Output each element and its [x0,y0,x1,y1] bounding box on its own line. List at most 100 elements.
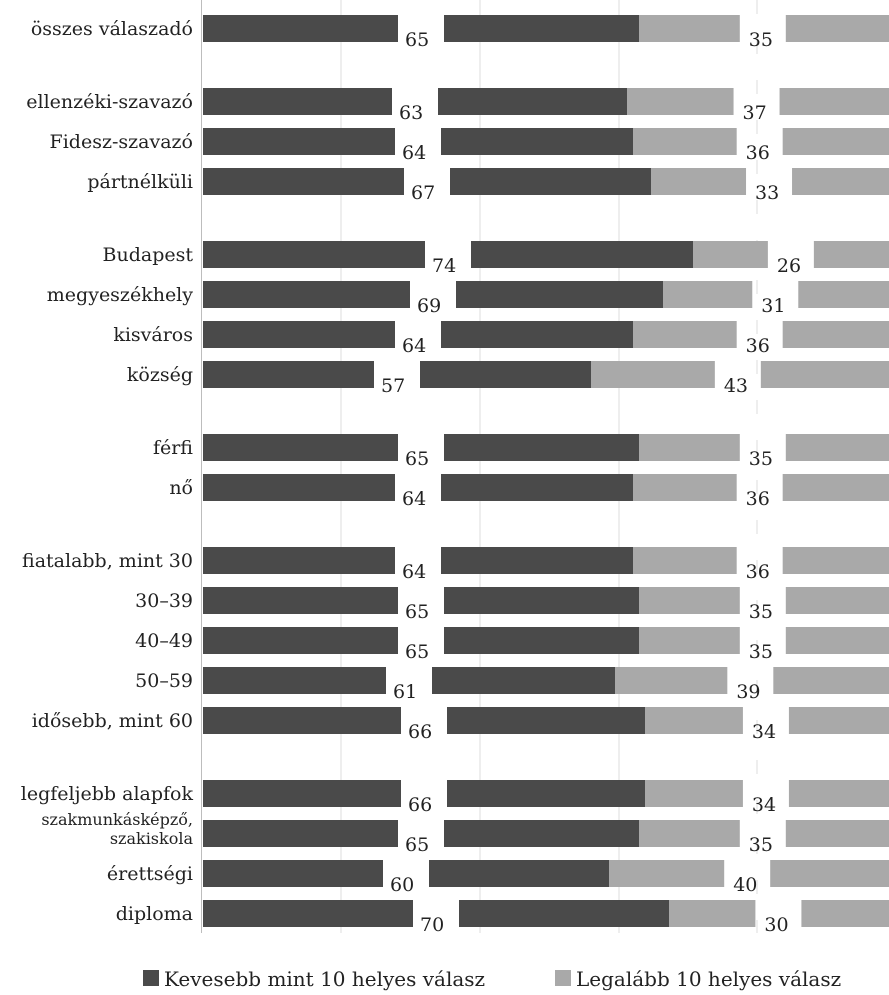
bar-fewer-than-10-panel1 [203,281,410,308]
bar-fewer-than-10-panel1 [203,321,395,348]
category-label: férfi [153,437,193,459]
category-label: kisváros [113,324,193,346]
bar-at-least-10-panel2 [663,281,753,308]
category-label: idősebb, mint 60 [32,710,193,732]
bar-fewer-than-10-panel1 [203,667,386,694]
bar-at-least-10-panel2 [639,15,740,42]
value-label-fewer-than-10: 65 [405,641,429,663]
bar-fewer-than-10-panel2 [441,321,633,348]
bar-at-least-10-panel2 [645,707,743,734]
legend-swatch-at-least-10 [555,970,571,986]
value-label-fewer-than-10: 74 [432,255,456,277]
bar-fewer-than-10-panel1 [203,361,374,388]
value-label-at-least-10: 40 [733,874,757,896]
bar-fewer-than-10-panel2 [444,627,639,654]
bar-fewer-than-10-panel1 [203,707,401,734]
bar-at-least-10-panel3 [788,707,889,734]
bar-fewer-than-10-panel2 [447,707,645,734]
bar-at-least-10-panel3 [782,128,889,155]
category-label: Fidesz-szavazó [50,131,193,153]
bar-at-least-10-panel3 [785,587,889,614]
bar-at-least-10-panel3 [782,547,889,574]
category-label-line: szakiskola [110,829,194,848]
category-label: pártnélküli [87,171,193,193]
value-label-fewer-than-10: 70 [420,914,444,936]
value-label-fewer-than-10: 66 [408,721,432,743]
value-label-fewer-than-10: 60 [390,874,414,896]
value-label-at-least-10: 31 [761,295,785,317]
bar-fewer-than-10-panel1 [203,88,392,115]
category-label: érettségi [107,863,193,885]
bar-at-least-10-panel2 [639,820,740,847]
category-label: 50–59 [135,670,193,692]
value-label-fewer-than-10: 65 [405,448,429,470]
bar-fewer-than-10-panel2 [459,900,669,927]
bar-at-least-10-panel3 [782,321,889,348]
bar-fewer-than-10-panel2 [432,667,615,694]
bar-fewer-than-10-panel2 [429,860,609,887]
bar-at-least-10-panel2 [591,361,715,388]
category-label: 30–39 [135,590,193,612]
bar-fewer-than-10-panel1 [203,780,401,807]
bar-fewer-than-10-panel2 [444,434,639,461]
bar-fewer-than-10-panel1 [203,15,398,42]
category-label: község [127,364,193,386]
bar-at-least-10-panel2 [609,860,725,887]
bar-fewer-than-10-panel1 [203,434,398,461]
bar-at-least-10-panel2 [627,88,734,115]
value-label-at-least-10: 26 [777,255,801,277]
legend: Kevesebb mint 10 helyes válasz Legalább … [143,967,841,991]
bar-at-least-10-panel3 [785,627,889,654]
value-labels: 65 35 63 37 64 36 67 33 74 26 69 31 64 36 57 43 65 35 64 36… [381,29,801,936]
value-label-fewer-than-10: 69 [417,295,441,317]
bar-at-least-10-panel3 [785,434,889,461]
value-label-at-least-10: 35 [749,448,773,470]
value-label-fewer-than-10: 66 [408,794,432,816]
bar-at-least-10-panel2 [651,168,747,195]
category-label: összes válaszadó [31,18,193,40]
value-label-at-least-10: 43 [724,375,748,397]
bar-fewer-than-10-panel2 [447,780,645,807]
bar-at-least-10-panel2 [639,434,740,461]
value-label-at-least-10: 36 [746,488,770,510]
value-label-fewer-than-10: 64 [402,561,426,583]
value-label-at-least-10: 34 [752,721,776,743]
value-label-at-least-10: 35 [749,29,773,51]
bar-fewer-than-10-panel2 [444,587,639,614]
value-label-fewer-than-10: 67 [411,182,435,204]
bar-at-least-10-panel3 [785,820,889,847]
value-label-at-least-10: 33 [755,182,779,204]
value-label-fewer-than-10: 57 [381,375,405,397]
value-label-at-least-10: 36 [746,142,770,164]
bar-at-least-10-panel3 [779,88,889,115]
bar-fewer-than-10-panel2 [444,820,639,847]
bar-fewer-than-10-panel1 [203,547,395,574]
bar-fewer-than-10-panel1 [203,128,395,155]
value-label-fewer-than-10: 64 [402,488,426,510]
category-label: megyeszékhely [47,284,193,306]
value-label-at-least-10: 37 [743,102,767,124]
bar-at-least-10-panel2 [633,474,737,501]
value-label-fewer-than-10: 64 [402,335,426,357]
bar-at-least-10-panel2 [669,900,756,927]
bar-at-least-10-panel2 [639,627,740,654]
category-label: fiatalabb, mint 30 [22,550,193,572]
value-label-at-least-10: 35 [749,834,773,856]
value-label-at-least-10: 39 [736,681,760,703]
category-label: szakmunkásképző, szakiskola [41,810,193,848]
bar-fewer-than-10-panel2 [450,168,651,195]
grid-lines [201,0,758,933]
bar-at-least-10-panel3 [770,860,889,887]
value-label-fewer-than-10: 64 [402,142,426,164]
value-label-at-least-10: 36 [746,561,770,583]
bar-at-least-10-panel2 [693,241,768,268]
bar-fewer-than-10-panel1 [203,168,404,195]
category-label: nő [169,477,193,499]
bar-at-least-10-panel2 [633,321,737,348]
bar-fewer-than-10-panel1 [203,627,398,654]
bar-at-least-10-panel3 [785,15,889,42]
bar-fewer-than-10-panel2 [444,15,639,42]
value-label-at-least-10: 35 [749,641,773,663]
value-label-at-least-10: 36 [746,335,770,357]
